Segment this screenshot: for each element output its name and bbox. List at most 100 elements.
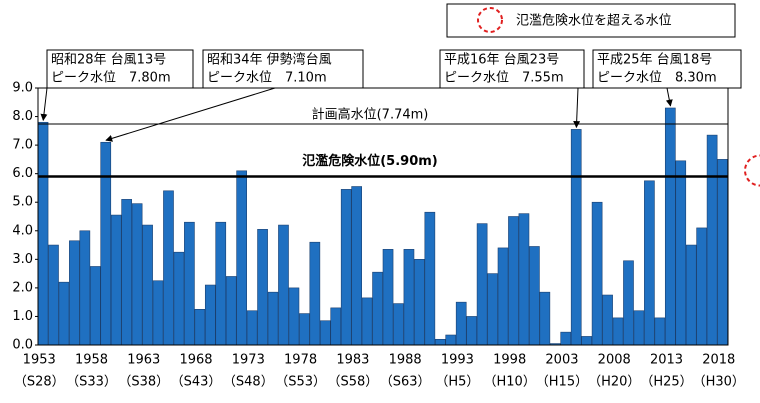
annotation-box — [46, 49, 194, 89]
x-tick-label: 1963 — [127, 353, 160, 368]
era-label: （H25） — [640, 375, 692, 390]
annotation-text: ピーク水位 7.80m — [51, 71, 171, 86]
bar — [351, 186, 362, 346]
bar — [225, 276, 237, 346]
bar — [236, 170, 247, 346]
bar — [100, 141, 112, 346]
bar — [602, 294, 613, 346]
legend-label: 氾濫危険水位を超える水位 — [516, 14, 672, 29]
bar — [508, 216, 519, 346]
bar — [529, 246, 540, 346]
y-tick-label: 5.0 — [12, 195, 33, 210]
bar — [58, 281, 70, 346]
x-tick-label: 2008 — [598, 353, 631, 368]
bar — [184, 221, 195, 346]
era-label: （S63） — [380, 375, 431, 390]
bar — [69, 240, 80, 346]
bar — [142, 224, 153, 346]
y-tick-label: 7.0 — [12, 138, 33, 153]
bar — [706, 134, 718, 346]
era-label: （S33） — [66, 375, 117, 390]
bar — [717, 159, 728, 346]
bar — [89, 266, 101, 346]
bar — [204, 284, 216, 346]
legend-marker — [477, 7, 503, 33]
bar — [434, 338, 446, 346]
era-label: （H30） — [693, 375, 745, 390]
annotation-arrow — [40, 87, 48, 121]
reference-label: 計画高水位(7.74m) — [312, 106, 429, 122]
bar — [393, 303, 404, 346]
bar — [591, 201, 603, 346]
y-tick-label: 3.0 — [12, 252, 33, 267]
era-label: （H20） — [588, 375, 640, 390]
bar — [330, 307, 342, 346]
annotation-text: 昭和28年 台風13号 — [51, 53, 166, 68]
bar — [340, 189, 352, 346]
annotation-arrow — [573, 87, 581, 129]
era-label: （H15） — [536, 375, 588, 390]
legend-box — [446, 3, 736, 38]
x-tick-label: 1968 — [179, 353, 212, 368]
y-tick-label: 6.0 — [12, 166, 33, 181]
era-label: （S58） — [327, 375, 378, 390]
x-tick-label: 1978 — [284, 353, 317, 368]
annotation-box — [202, 49, 364, 89]
y-tick-label: 0.0 — [12, 338, 33, 353]
bar — [372, 271, 383, 346]
bar — [173, 251, 185, 346]
bar — [131, 203, 143, 346]
x-tick-label: 1988 — [389, 353, 422, 368]
bar — [121, 199, 132, 346]
bar — [445, 334, 457, 346]
bar — [424, 211, 436, 346]
bar — [110, 214, 122, 346]
era-label: （S38） — [118, 375, 169, 390]
bar — [309, 241, 321, 346]
x-tick-label: 2013 — [650, 353, 683, 368]
bar — [654, 317, 666, 346]
y-tick-label: 9.0 — [12, 81, 33, 96]
bar — [539, 291, 551, 346]
y-tick-label: 8.0 — [12, 109, 33, 124]
bar — [361, 297, 373, 346]
annotation-box — [592, 49, 742, 89]
x-tick-label: 1953 — [23, 353, 56, 368]
bar — [675, 160, 687, 346]
bar — [633, 310, 645, 346]
bar — [518, 213, 530, 346]
era-label: （S43） — [171, 375, 222, 390]
bar — [257, 229, 268, 346]
x-tick-label: 1993 — [441, 353, 474, 368]
annotation-text: ピーク水位 7.10m — [207, 71, 327, 86]
bar — [267, 291, 279, 346]
bar — [278, 224, 289, 346]
annotation-box — [439, 49, 585, 89]
bar — [299, 313, 310, 346]
bar — [644, 180, 655, 346]
y-tick-label: 1.0 — [12, 309, 33, 324]
bar — [466, 316, 477, 346]
bar — [685, 244, 697, 346]
bar — [79, 230, 91, 346]
bar — [414, 259, 425, 346]
bar — [560, 331, 572, 346]
bar — [194, 309, 206, 346]
bar — [570, 129, 582, 346]
annotation-text: 昭和34年 伊勢湾台風 — [207, 52, 332, 68]
era-label: （H10） — [484, 375, 536, 390]
x-tick-label: 2018 — [702, 353, 735, 368]
bar — [403, 249, 415, 346]
plot-frame — [37, 87, 729, 346]
x-tick-label: 2003 — [545, 353, 578, 368]
bar — [487, 273, 498, 346]
bar — [215, 221, 227, 346]
annotation-text: ピーク水位 8.30m — [597, 71, 717, 86]
bar — [37, 121, 49, 346]
bar — [497, 247, 509, 346]
bar — [623, 260, 634, 346]
bar — [664, 107, 676, 346]
bar — [288, 287, 300, 346]
era-label: （S53） — [275, 375, 326, 390]
bar — [476, 223, 488, 346]
